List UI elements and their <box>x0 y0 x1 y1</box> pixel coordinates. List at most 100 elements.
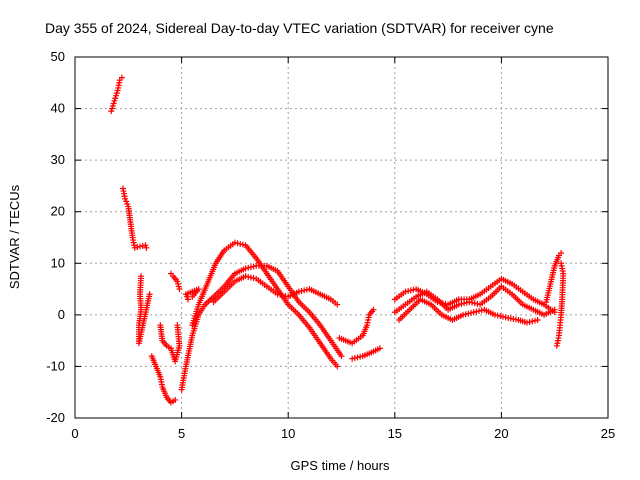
series-track-11 <box>336 306 377 347</box>
series-track-12 <box>349 345 383 362</box>
data-point <box>558 249 565 256</box>
data-point <box>405 288 412 295</box>
data-point <box>245 273 252 280</box>
data-point <box>470 309 477 316</box>
data-point <box>298 288 305 295</box>
data-point <box>143 244 150 251</box>
data-point <box>139 242 146 249</box>
data-point <box>455 301 462 308</box>
x-tick-label: 5 <box>178 426 185 441</box>
x-axis-label: GPS time / hours <box>291 458 390 473</box>
data-point <box>301 287 308 294</box>
x-axis: 0 5 10 15 20 25 <box>71 57 615 441</box>
data-point <box>370 306 377 313</box>
data-point <box>295 288 302 295</box>
data-point <box>277 291 284 298</box>
data-point <box>468 309 475 316</box>
data-point <box>242 273 249 280</box>
x-tick-label: 0 <box>71 426 78 441</box>
data-point <box>184 296 191 303</box>
data-point <box>354 354 361 361</box>
data-point <box>334 363 341 370</box>
data-point <box>118 74 125 81</box>
data-point <box>351 355 358 362</box>
y-tick-label: -10 <box>46 358 65 373</box>
x-tick-label: 20 <box>494 426 508 441</box>
data-point <box>146 291 153 298</box>
series-track-9 <box>210 273 341 308</box>
data-point <box>439 300 446 307</box>
data-point <box>137 243 144 250</box>
series-track-14 <box>391 275 558 316</box>
data-point <box>134 244 141 251</box>
data-point <box>531 317 538 324</box>
data-point <box>434 298 441 305</box>
data-point <box>558 260 565 267</box>
data-point <box>476 307 483 314</box>
data-point <box>497 313 504 320</box>
y-tick-label: 0 <box>58 307 65 322</box>
series-track-1 <box>108 74 125 115</box>
data-point <box>402 288 409 295</box>
data-point <box>349 355 356 362</box>
data-point <box>172 396 179 403</box>
data-point <box>407 287 414 294</box>
data-point <box>534 317 541 324</box>
y-axis: -20 -10 0 10 20 30 40 50 <box>46 49 608 425</box>
data-point <box>465 310 472 317</box>
chart-title: Day 355 of 2024, Sidereal Day-to-day VTE… <box>45 20 554 36</box>
data-point <box>437 299 444 306</box>
series-track-6 <box>167 270 183 293</box>
data-point <box>357 353 364 360</box>
data-point <box>526 318 533 325</box>
data-point <box>462 311 469 318</box>
data-point <box>499 313 506 320</box>
data-point <box>529 318 536 325</box>
data-point <box>237 240 244 247</box>
data-point <box>274 291 281 298</box>
data-marks <box>108 74 567 406</box>
data-point <box>176 286 183 293</box>
data-point <box>334 301 341 308</box>
y-tick-label: 40 <box>51 101 65 116</box>
series-track-15 <box>396 296 541 326</box>
series-track-10 <box>182 286 202 303</box>
data-point <box>242 265 249 272</box>
data-point <box>247 264 254 271</box>
grid <box>75 57 608 418</box>
data-point <box>492 311 499 318</box>
series-track-8 <box>189 239 341 370</box>
y-axis-label: SDTVAR / TECUs <box>7 184 22 289</box>
series-track-2 <box>119 185 150 251</box>
data-point <box>376 345 383 352</box>
y-tick-label: 20 <box>51 204 65 219</box>
data-point <box>247 274 254 281</box>
data-point <box>239 241 246 248</box>
series-track-7 <box>178 262 345 393</box>
y-tick-label: -20 <box>46 410 65 425</box>
series-track-4 <box>148 353 179 406</box>
y-tick-label: 10 <box>51 255 65 270</box>
plot-frame <box>74 56 609 419</box>
data-point <box>474 300 481 307</box>
data-point <box>338 353 345 360</box>
data-point <box>523 319 530 326</box>
x-tick-label: 15 <box>388 426 402 441</box>
data-point <box>231 239 238 246</box>
series-track-3 <box>135 273 153 347</box>
data-point <box>250 263 257 270</box>
data-point <box>174 322 181 329</box>
y-tick-label: 30 <box>51 152 65 167</box>
data-point <box>279 292 286 299</box>
data-point <box>551 309 558 316</box>
series-track-17 <box>553 260 567 349</box>
data-point <box>245 264 252 271</box>
data-point <box>460 311 467 318</box>
data-point <box>250 275 257 282</box>
data-point <box>494 312 501 319</box>
data-point <box>234 240 241 247</box>
x-tick-label: 25 <box>601 426 615 441</box>
data-point <box>131 244 138 251</box>
series-track-16 <box>543 249 565 305</box>
